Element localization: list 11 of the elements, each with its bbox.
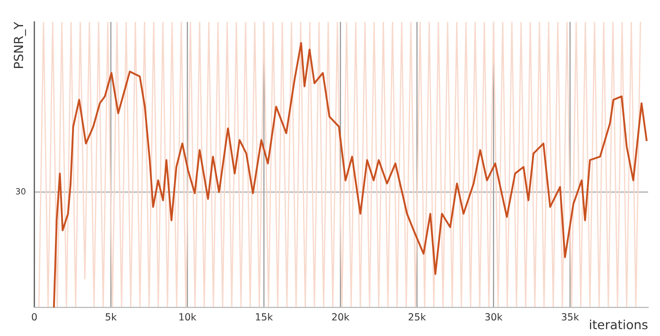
x-tick-label: 30k: [485, 312, 502, 321]
x-tick-label: 0: [32, 313, 37, 321]
x-tick-label: 20k: [332, 312, 350, 321]
text: 30: [16, 188, 26, 194]
x-axis-title: iterations: [590, 320, 648, 330]
x-tick-label: 25k: [408, 312, 426, 321]
y-axis-title: PSNR_Y: [14, 22, 26, 68]
x-tick-label: 5k: [106, 312, 117, 321]
x-tick-label: 35k: [562, 312, 580, 321]
x-tick-label: 10k: [179, 312, 196, 321]
x-tick-label: 15k: [256, 312, 273, 321]
